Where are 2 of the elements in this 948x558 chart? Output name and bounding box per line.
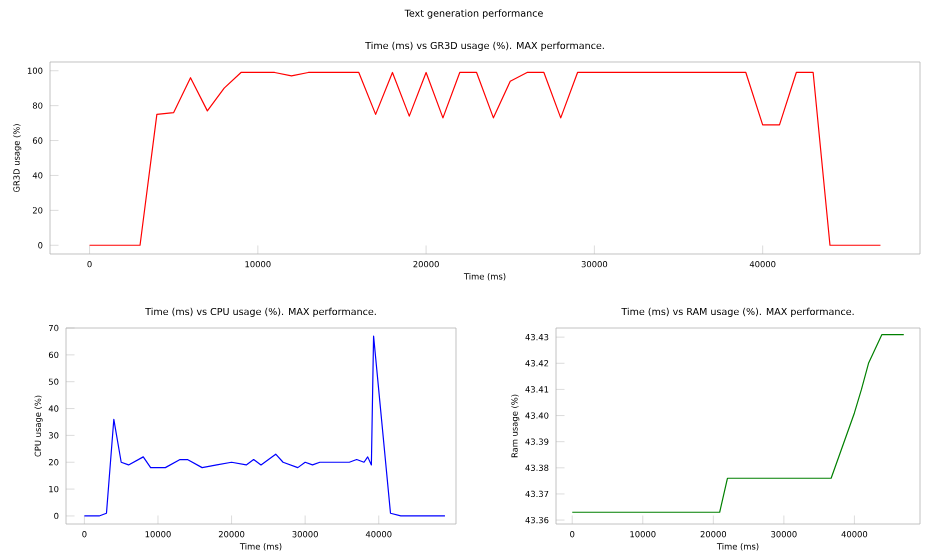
line-series	[83, 335, 446, 517]
line-series	[571, 333, 905, 513]
